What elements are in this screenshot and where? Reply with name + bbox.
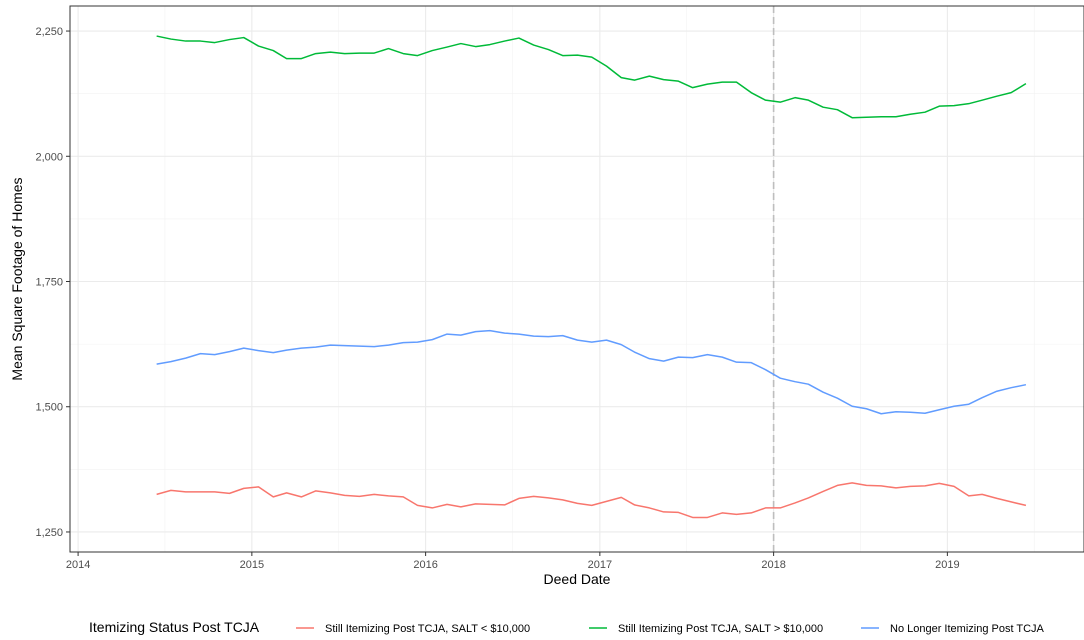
legend-title: Itemizing Status Post TCJA [89,619,260,635]
x-axis-title: Deed Date [544,571,611,587]
x-tick-label: 2014 [66,559,90,571]
y-axis: 1,250 1,500 1,750 2,000 2,250 [35,26,70,539]
grid-major [70,6,1084,552]
panel-background [70,6,1084,552]
x-tick-label: 2017 [588,559,612,571]
grid-minor [70,6,1084,552]
series-line-1 [156,482,1027,519]
x-tick-label: 2015 [240,559,264,571]
y-tick-label: 1,750 [35,277,63,289]
series-line-3 [156,329,1027,415]
x-tick-label: 2019 [935,559,959,571]
panel-border [69,5,1084,553]
legend-label-3: No Longer Itemizing Post TCJA [890,623,1045,635]
legend: Itemizing Status Post TCJA Still Itemizi… [89,619,1045,635]
y-axis-title: Mean Square Footage of Homes [9,177,25,380]
y-tick-label: 2,250 [35,26,63,38]
y-tick-label: 1,500 [35,402,63,414]
series-line-2 [156,35,1027,119]
legend-label-2: Still Itemizing Post TCJA, SALT > $10,00… [618,623,823,635]
x-axis: 2014 2015 2016 2017 2018 2019 [66,552,960,571]
series-lines [156,35,1027,519]
x-tick-label: 2018 [761,559,785,571]
y-tick-label: 1,250 [35,527,63,539]
x-tick-label: 2016 [413,559,437,571]
legend-label-1: Still Itemizing Post TCJA, SALT < $10,00… [325,623,530,635]
y-tick-label: 2,000 [35,151,63,163]
